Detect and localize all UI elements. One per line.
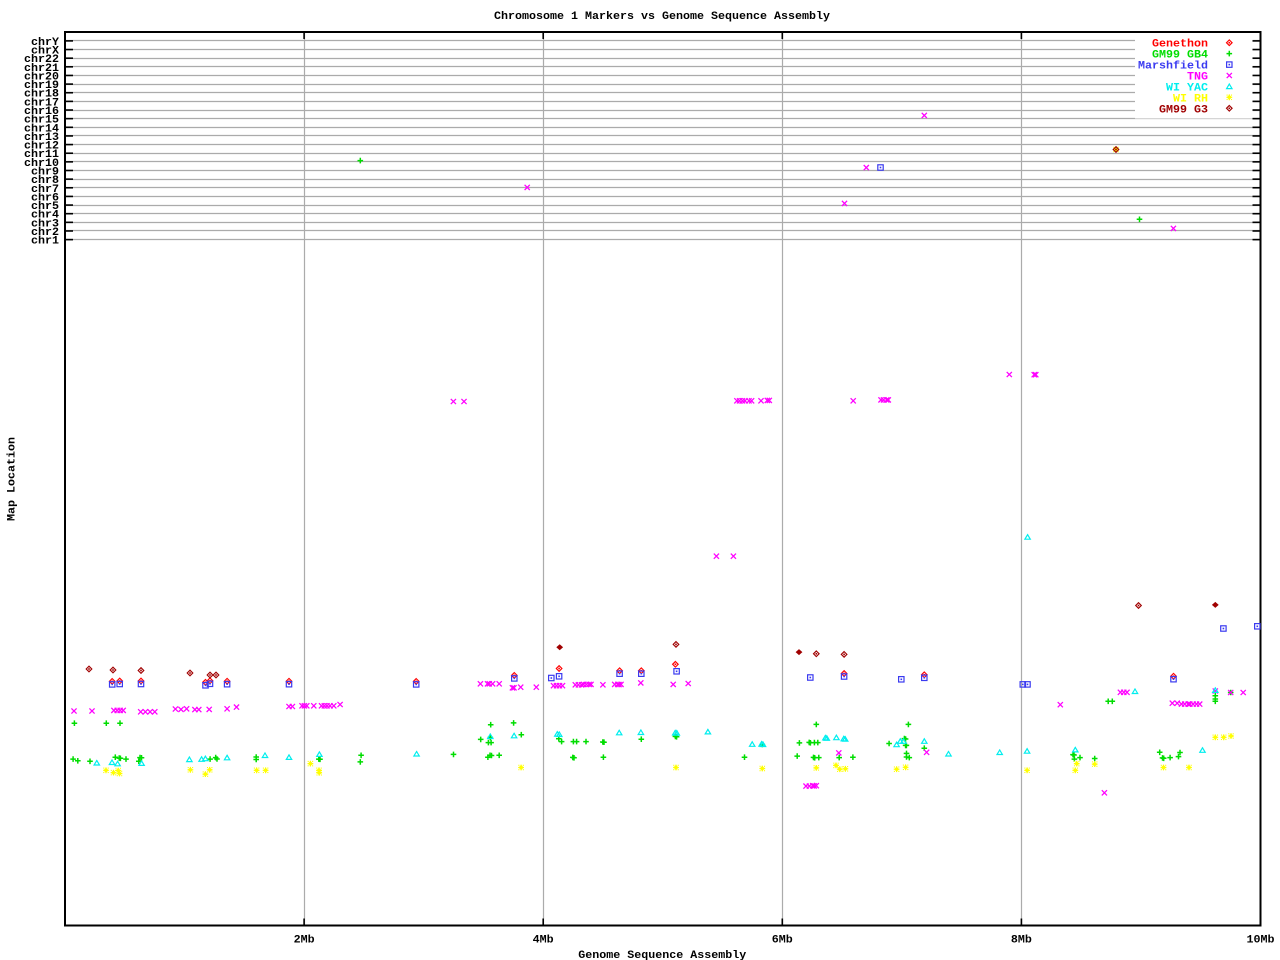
svg-text:chr11: chr11 — [24, 149, 59, 161]
svg-text:GM99 GB4: GM99 GB4 — [1152, 50, 1208, 62]
svg-text:Genome Sequence Assembly: Genome Sequence Assembly — [578, 950, 746, 960]
svg-text:8Mb: 8Mb — [1011, 935, 1032, 947]
svg-text:Marshfield: Marshfield — [1138, 61, 1208, 73]
svg-text:Genethon: Genethon — [1152, 39, 1208, 51]
svg-text:chrX: chrX — [31, 46, 59, 58]
svg-text:chr14: chr14 — [24, 123, 59, 135]
svg-text:6Mb: 6Mb — [772, 935, 793, 947]
svg-text:GM99 G3: GM99 G3 — [1159, 104, 1208, 116]
svg-text:chr10: chr10 — [24, 158, 59, 170]
svg-text:chr3: chr3 — [31, 218, 59, 230]
svg-text:2Mb: 2Mb — [294, 935, 315, 947]
svg-text:chr1: chr1 — [31, 236, 59, 248]
svg-text:chr16: chr16 — [24, 106, 59, 118]
svg-text:WI YAC: WI YAC — [1166, 82, 1208, 94]
svg-text:4Mb: 4Mb — [533, 935, 554, 947]
svg-text:Map Location: Map Location — [7, 437, 19, 521]
svg-text:chr8: chr8 — [31, 175, 59, 187]
svg-text:chr13: chr13 — [24, 132, 59, 144]
svg-text:chr15: chr15 — [24, 115, 59, 127]
svg-text:chr9: chr9 — [31, 167, 59, 179]
svg-text:10Mb: 10Mb — [1247, 935, 1275, 947]
svg-text:chr6: chr6 — [31, 192, 59, 204]
svg-text:chr19: chr19 — [24, 80, 59, 92]
svg-text:chr18: chr18 — [24, 89, 59, 101]
svg-text:Chromosome 1 Markers vs Genome: Chromosome 1 Markers vs Genome Sequence … — [494, 11, 830, 23]
svg-text:chr5: chr5 — [31, 201, 59, 213]
svg-text:chr7: chr7 — [31, 184, 59, 196]
svg-text:TNG: TNG — [1187, 72, 1208, 84]
svg-text:chr20: chr20 — [24, 72, 59, 84]
svg-text:chr2: chr2 — [31, 227, 59, 239]
svg-text:chr12: chr12 — [24, 141, 59, 153]
svg-text:WI RH: WI RH — [1173, 93, 1208, 105]
svg-text:chr21: chr21 — [24, 63, 59, 75]
svg-text:chr4: chr4 — [31, 210, 59, 222]
svg-text:chrY: chrY — [31, 37, 59, 49]
svg-text:chr17: chr17 — [24, 97, 59, 109]
svg-text:chr22: chr22 — [24, 54, 59, 66]
